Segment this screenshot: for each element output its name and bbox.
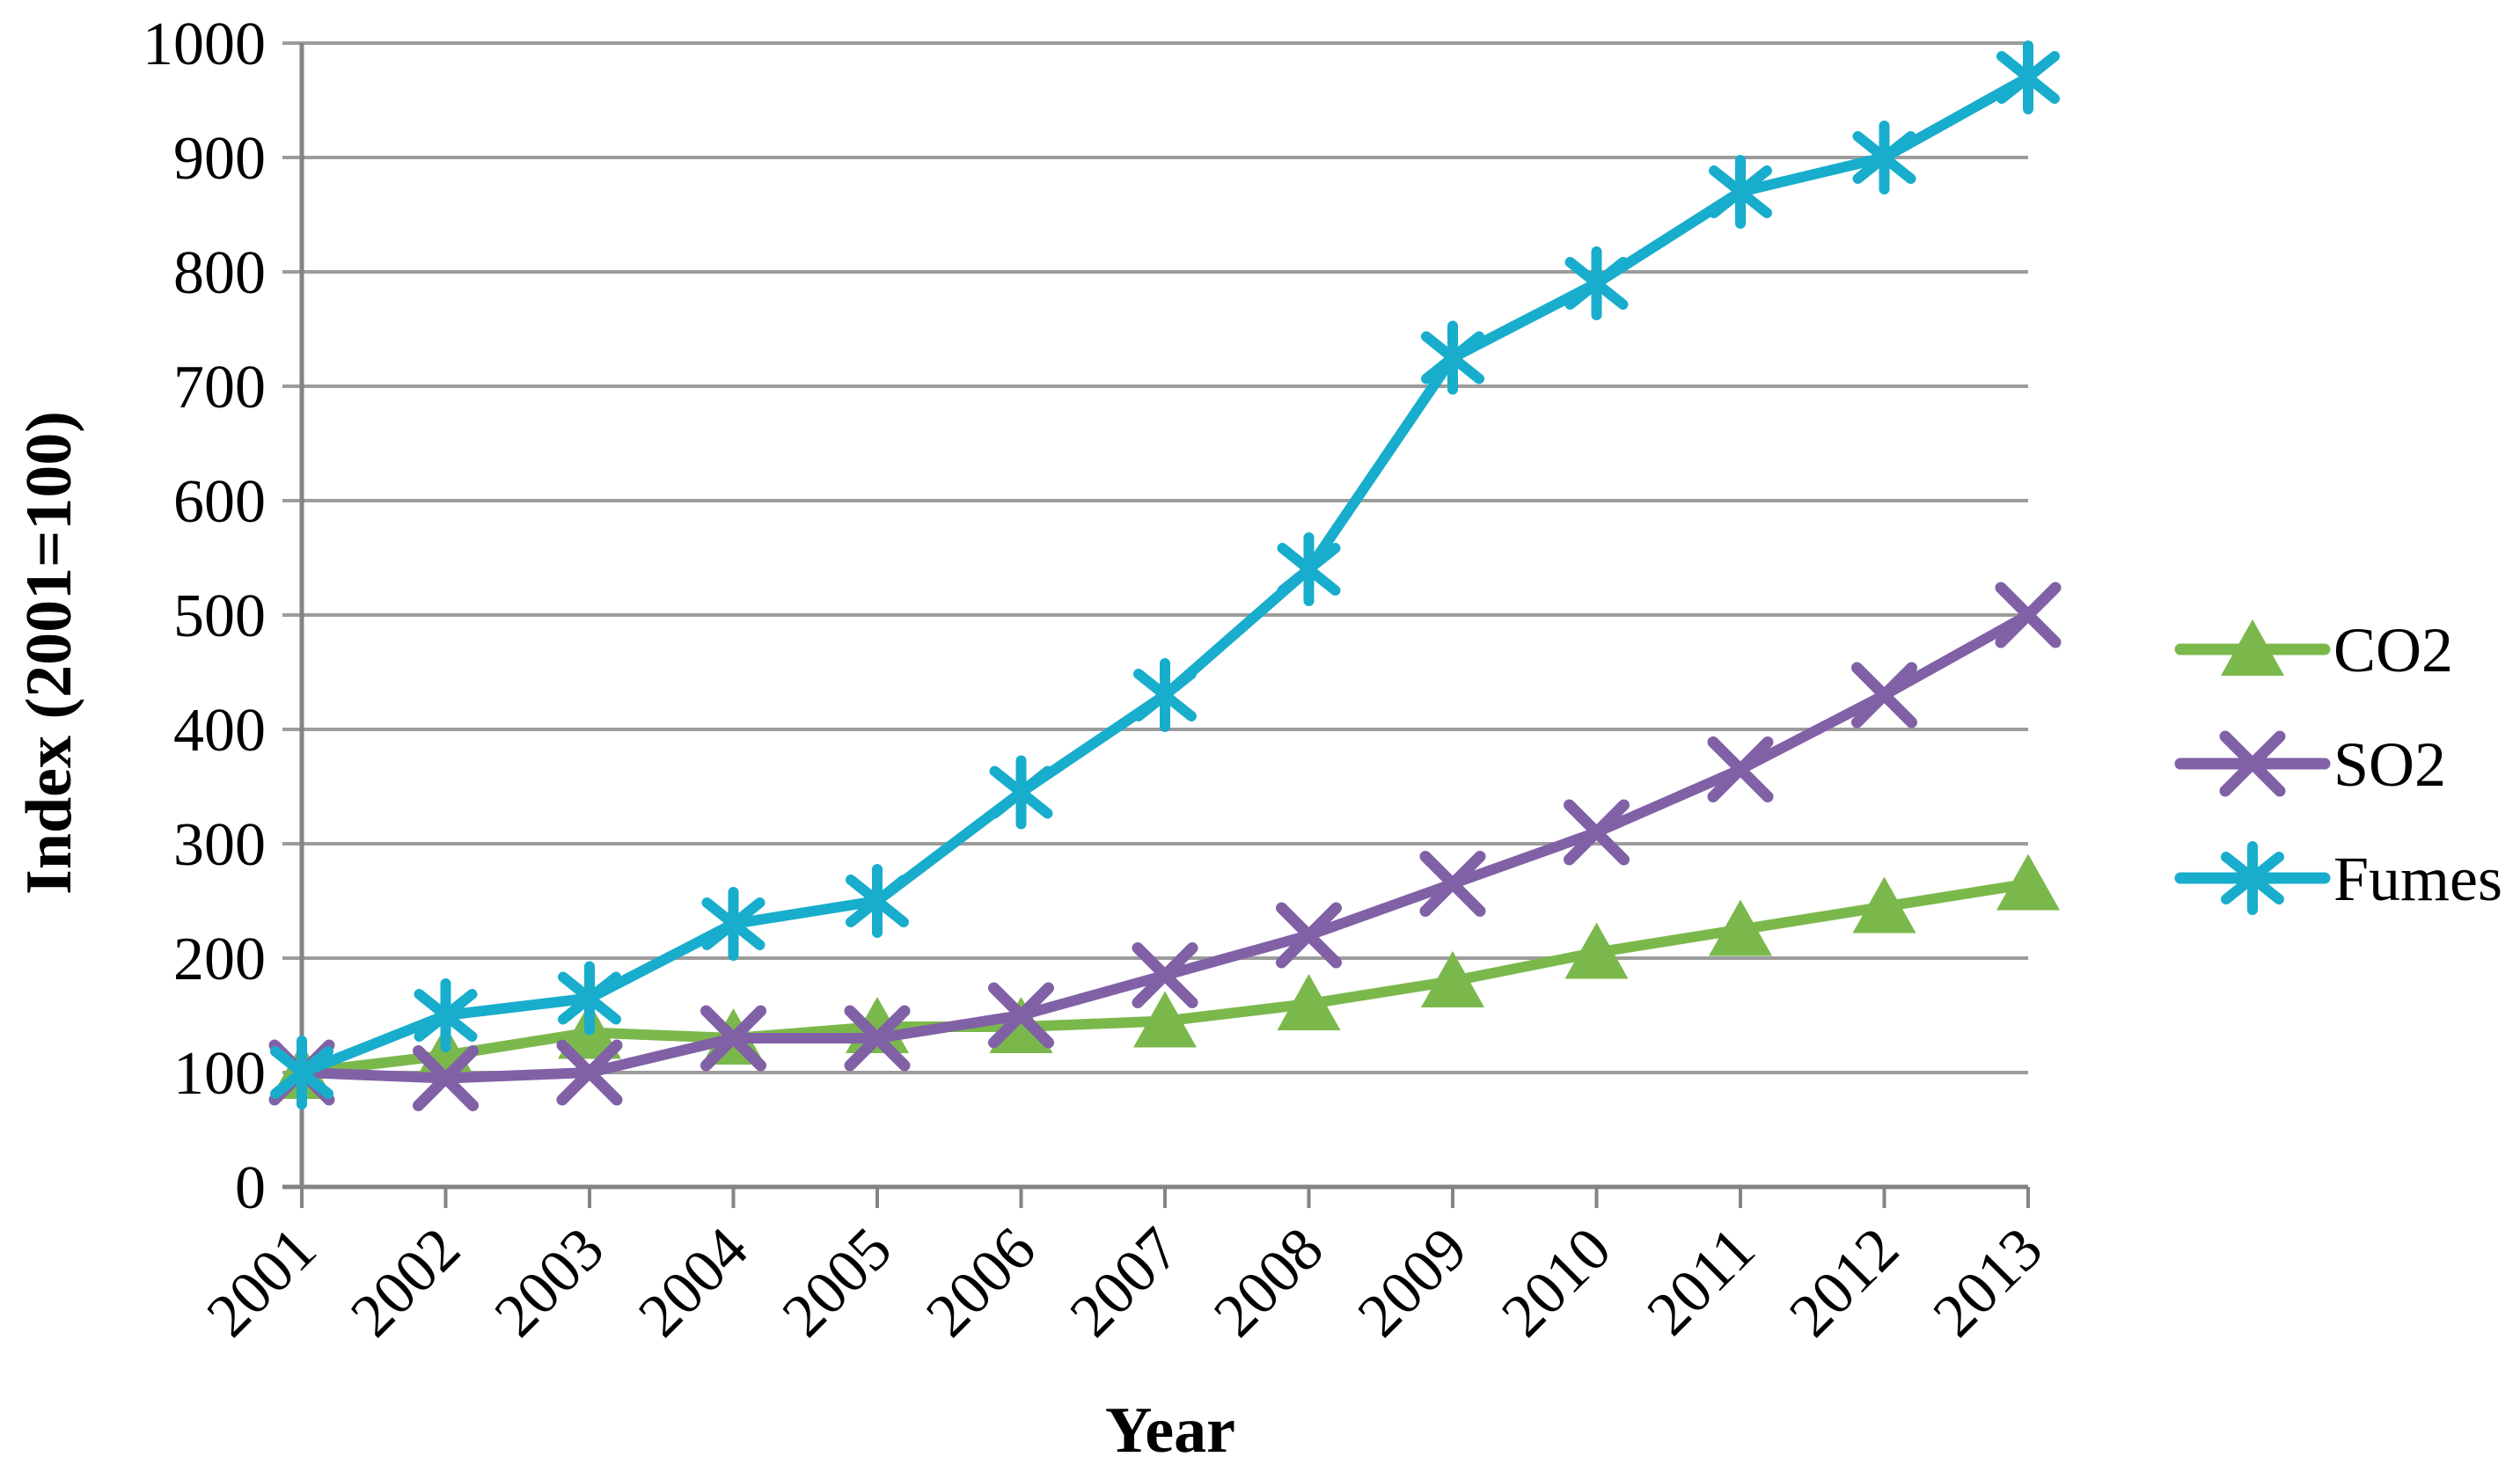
x-axis-title: Year bbox=[1105, 1395, 1235, 1467]
marker-fumes bbox=[846, 864, 909, 938]
x-tick-label: 2012 bbox=[1776, 1215, 1911, 1350]
legend-label-fumes: Fumes bbox=[2333, 844, 2502, 914]
marker-so2 bbox=[556, 1039, 623, 1106]
y-tick-label: 900 bbox=[173, 125, 266, 193]
marker-so2 bbox=[1851, 662, 1917, 729]
legend-swatch-marker bbox=[2219, 730, 2286, 797]
series-layer bbox=[268, 40, 2062, 1111]
marker-fumes bbox=[1421, 320, 1484, 395]
marker-fumes bbox=[701, 887, 766, 961]
marker-so2 bbox=[844, 1005, 911, 1072]
legend-entry-so2: SO2 bbox=[2174, 729, 2446, 800]
marker-fumes bbox=[1277, 532, 1341, 606]
marker-so2 bbox=[700, 1005, 766, 1072]
marker-fumes bbox=[1852, 121, 1916, 194]
x-tick-label: 2011 bbox=[1635, 1215, 1769, 1349]
marker-so2 bbox=[1707, 736, 1774, 802]
marker-so2 bbox=[1995, 582, 2062, 648]
x-tick-label: 2009 bbox=[1345, 1215, 1480, 1350]
marker-fumes bbox=[1996, 40, 2060, 114]
legend: CO2 SO2 Fumes bbox=[2174, 615, 2502, 915]
x-tick-label: 2007 bbox=[1058, 1215, 1192, 1350]
marker-fumes bbox=[1564, 246, 1629, 320]
marker-co2 bbox=[1277, 974, 1341, 1030]
x-tick-label: 2003 bbox=[482, 1215, 617, 1350]
marker-so2 bbox=[1132, 942, 1198, 1008]
x-tick-label: 2013 bbox=[1921, 1215, 2055, 1350]
marker-fumes bbox=[1709, 155, 1772, 229]
y-tick-label: 300 bbox=[173, 811, 266, 879]
legend-entry-co2: CO2 bbox=[2174, 615, 2453, 685]
x-tick-label: 2008 bbox=[1201, 1215, 1336, 1350]
y-tick-label: 100 bbox=[173, 1040, 266, 1108]
x-tick-label: 2001 bbox=[194, 1215, 329, 1350]
legend-label-co2: CO2 bbox=[2333, 615, 2453, 685]
y-tick-label: 700 bbox=[173, 354, 266, 421]
y-tick-label: 0 bbox=[235, 1154, 266, 1222]
y-tick-label: 500 bbox=[173, 582, 266, 650]
x-tick-label: 2010 bbox=[1489, 1215, 1623, 1350]
marker-so2 bbox=[1419, 851, 1486, 917]
legend-swatch-marker bbox=[2221, 841, 2284, 915]
y-tick-label: 600 bbox=[173, 468, 266, 536]
marker-so2 bbox=[988, 982, 1054, 1049]
axes-layer bbox=[282, 43, 2030, 1208]
marker-fumes bbox=[558, 961, 621, 1036]
marker-fumes bbox=[414, 978, 478, 1052]
y-tick-label: 200 bbox=[173, 926, 266, 993]
marker-fumes bbox=[989, 755, 1053, 830]
legend-swatch-marker bbox=[2221, 619, 2284, 676]
x-tick-label: 2002 bbox=[338, 1215, 472, 1350]
marker-co2 bbox=[1421, 951, 1484, 1007]
marker-fumes bbox=[1133, 658, 1197, 732]
marker-co2 bbox=[1996, 853, 2060, 911]
marker-co2 bbox=[1133, 991, 1197, 1048]
marker-so2 bbox=[413, 1045, 479, 1111]
y-axis-title: Index (2001=100) bbox=[13, 411, 85, 895]
x-tick-label: 2005 bbox=[770, 1215, 905, 1350]
y-tick-label: 400 bbox=[173, 697, 266, 765]
x-tick-label: 2006 bbox=[913, 1215, 1048, 1350]
marker-co2 bbox=[1564, 922, 1629, 979]
marker-so2 bbox=[1276, 902, 1342, 969]
marker-co2 bbox=[1852, 876, 1916, 934]
legend-entry-fumes: Fumes bbox=[2174, 841, 2502, 915]
marker-co2 bbox=[1709, 899, 1772, 956]
y-tick-label: 1000 bbox=[143, 11, 266, 78]
y-tick-label: 800 bbox=[173, 239, 266, 307]
x-tick-label: 2004 bbox=[626, 1215, 760, 1350]
marker-fumes bbox=[270, 1036, 333, 1109]
legend-label-so2: SO2 bbox=[2333, 729, 2446, 800]
marker-so2 bbox=[1564, 799, 1630, 866]
